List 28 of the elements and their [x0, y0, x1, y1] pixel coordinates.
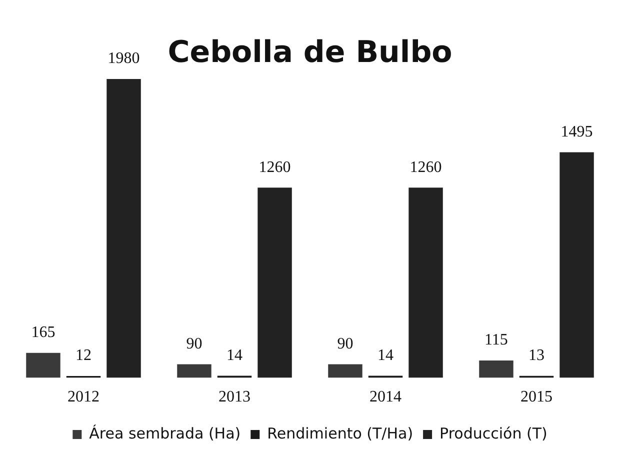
- data-label: 13: [528, 347, 544, 364]
- data-label: 1260: [410, 158, 442, 176]
- x-tick-label: 2015: [520, 388, 552, 406]
- chart-title: Cebolla de Bulbo: [168, 34, 452, 70]
- legend-label: Producción (T): [440, 424, 548, 442]
- bar: [479, 360, 514, 378]
- data-label: 90: [186, 335, 202, 352]
- data-label: 165: [31, 324, 56, 342]
- legend-label: Área sembrada (Ha): [89, 424, 241, 442]
- bar: [177, 364, 212, 378]
- bar: [328, 364, 362, 378]
- bar: [258, 188, 292, 378]
- data-label: 14: [378, 346, 394, 364]
- x-tick-label: 2014: [370, 388, 402, 406]
- bar: [26, 352, 60, 378]
- data-label: 1495: [560, 123, 593, 140]
- bar: [408, 188, 443, 378]
- data-label: 1980: [108, 50, 140, 68]
- x-tick-label: 2012: [68, 388, 100, 406]
- x-tick-label: 2013: [218, 388, 250, 406]
- bar: [560, 152, 594, 378]
- bar: [106, 79, 141, 378]
- data-label: 14: [226, 346, 242, 364]
- data-label: 1260: [258, 158, 291, 176]
- legend-label: Rendimiento (T/Ha): [267, 424, 414, 442]
- data-label: 90: [337, 335, 354, 352]
- data-label: 12: [76, 347, 92, 364]
- data-label: 115: [484, 332, 508, 349]
